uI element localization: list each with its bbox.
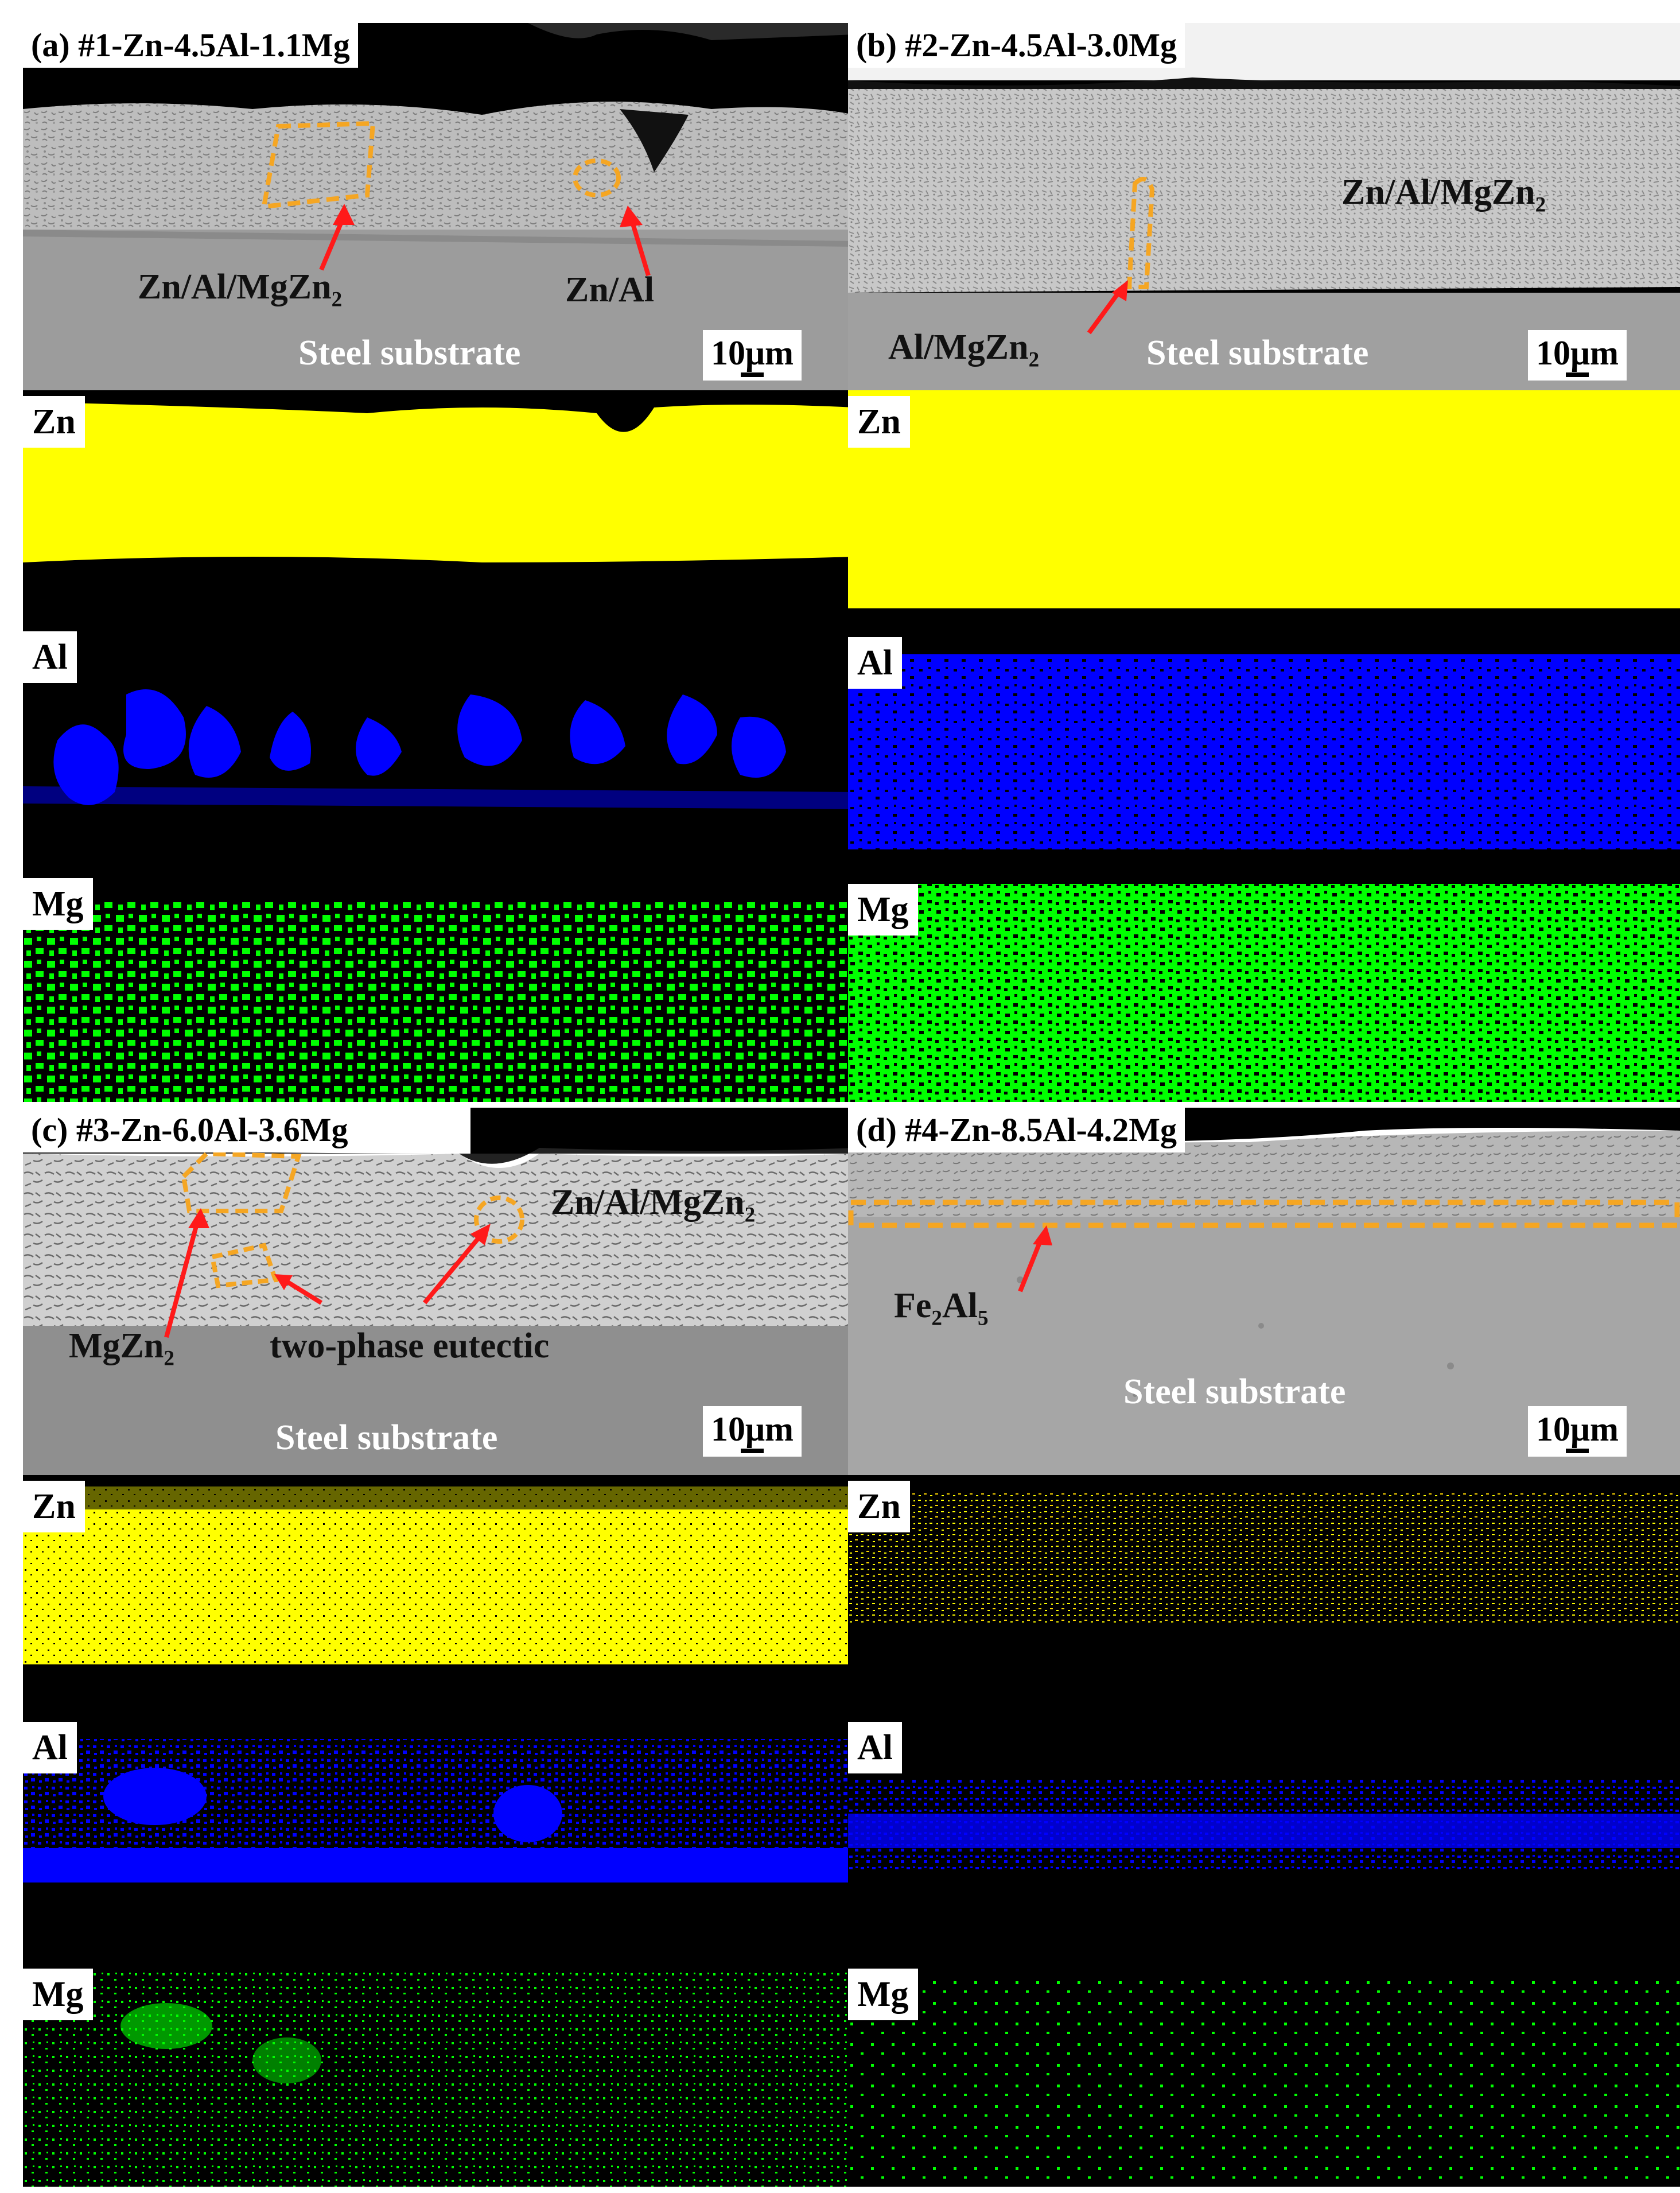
mg-map-image xyxy=(848,884,1680,1102)
panel-d: (d) #4-Zn-8.5Al-4.2Mg Fe2Al5 Steel subst… xyxy=(848,1108,1680,2187)
scale-bar-line xyxy=(1566,372,1589,377)
panel-a: (a) #1-Zn-4.5Al-1.1Mg Zn/Al/MgZn2 Zn/Al … xyxy=(23,23,855,1102)
scale-bar: 10μm xyxy=(1528,1406,1627,1457)
eds-map-mg: Mg xyxy=(23,867,855,1102)
element-label: Al xyxy=(23,631,77,683)
scale-bar-label: 10μm xyxy=(1536,1410,1619,1448)
scale-bar-line xyxy=(741,372,764,377)
sem-image-d: (d) #4-Zn-8.5Al-4.2Mg Fe2Al5 Steel subst… xyxy=(848,1108,1680,1475)
scale-bar-label: 10μm xyxy=(711,1410,794,1448)
zn-map-image xyxy=(23,390,855,562)
panel-title: (b) #2-Zn-4.5Al-3.0Mg xyxy=(848,23,1185,68)
eds-map-zn: Zn xyxy=(23,1475,855,1716)
al-map-image xyxy=(848,654,1680,849)
eds-map-al: Al xyxy=(848,631,1680,872)
element-label: Mg xyxy=(848,1969,918,2020)
scale-bar-label: 10μm xyxy=(1536,334,1619,372)
mg-map-image xyxy=(23,901,855,1102)
element-label: Mg xyxy=(848,884,918,936)
zn-map-image xyxy=(848,1492,1680,1624)
panel-title: (a) #1-Zn-4.5Al-1.1Mg xyxy=(23,23,358,68)
panel-title: (c) #3-Zn-6.0Al-3.6Mg xyxy=(23,1108,356,1152)
sem-image-c: (c) #3-Zn-6.0Al-3.6Mg Zn/Al/MgZn2 MgZn2 … xyxy=(23,1108,855,1475)
phase-label: Zn/Al/MgZn2 xyxy=(1341,173,1546,217)
phase-label: Zn/Al/MgZn2 xyxy=(138,267,343,312)
element-label: Al xyxy=(23,1722,77,1773)
al-map-image xyxy=(848,1779,1680,1871)
phase-label: two-phase eutectic xyxy=(270,1326,550,1365)
element-label: Mg xyxy=(23,878,93,930)
eds-map-zn: Zn xyxy=(23,390,855,626)
mg-map-image xyxy=(23,1969,855,2187)
phase-label: Al/MgZn2 xyxy=(888,328,1040,372)
element-label: Al xyxy=(848,637,902,689)
al-map-image xyxy=(23,689,855,809)
scale-bar-line xyxy=(1566,1449,1589,1453)
eds-map-mg: Mg xyxy=(848,1957,1680,2187)
substrate-label: Steel substrate xyxy=(1146,333,1369,372)
zn-map-image xyxy=(23,1486,855,1664)
scale-bar-label: 10μm xyxy=(711,334,794,372)
scale-bar-line xyxy=(741,1449,764,1453)
eds-map-mg: Mg xyxy=(23,1957,855,2187)
sem-micrograph xyxy=(23,23,855,390)
phase-label: MgZn2 xyxy=(69,1326,174,1371)
scale-bar: 10μm xyxy=(703,1406,802,1457)
scale-bar: 10μm xyxy=(1528,330,1627,381)
substrate-label: Steel substrate xyxy=(1123,1372,1346,1411)
element-label: Zn xyxy=(848,396,910,448)
phase-label: Zn/Al/MgZn2 xyxy=(551,1183,756,1227)
sem-image-b: (b) #2-Zn-4.5Al-3.0Mg Zn/Al/MgZn2 Al/MgZ… xyxy=(848,23,1680,390)
element-label: Zn xyxy=(23,396,85,448)
sem-image-a: (a) #1-Zn-4.5Al-1.1Mg Zn/Al/MgZn2 Zn/Al … xyxy=(23,23,855,390)
panel-b: (b) #2-Zn-4.5Al-3.0Mg Zn/Al/MgZn2 Al/MgZ… xyxy=(848,23,1680,1102)
substrate-label: Steel substrate xyxy=(298,333,521,372)
zn-map-image xyxy=(848,390,1680,631)
substrate-label: Steel substrate xyxy=(275,1418,498,1457)
eds-map-mg: Mg xyxy=(848,872,1680,1102)
eds-map-al: Al xyxy=(848,1716,1680,1957)
al-map-image xyxy=(23,1739,855,1883)
element-label: Mg xyxy=(23,1969,93,2020)
eds-map-al: Al xyxy=(23,626,855,867)
eds-map-al: Al xyxy=(23,1716,855,1957)
phase-label: Zn/Al xyxy=(565,270,655,309)
eds-map-zn: Zn xyxy=(848,1475,1680,1716)
panel-title: (d) #4-Zn-8.5Al-4.2Mg xyxy=(848,1108,1185,1152)
eds-map-zn: Zn xyxy=(848,390,1680,631)
element-label: Zn xyxy=(848,1481,910,1532)
element-label: Zn xyxy=(23,1481,85,1532)
element-label: Al xyxy=(848,1722,902,1773)
sem-micrograph xyxy=(848,23,1680,390)
phase-label: Fe2Al5 xyxy=(894,1286,989,1330)
panel-c: (c) #3-Zn-6.0Al-3.6Mg Zn/Al/MgZn2 MgZn2 … xyxy=(23,1108,855,2187)
scale-bar: 10μm xyxy=(703,330,802,381)
mg-map-image xyxy=(848,1980,1680,2187)
